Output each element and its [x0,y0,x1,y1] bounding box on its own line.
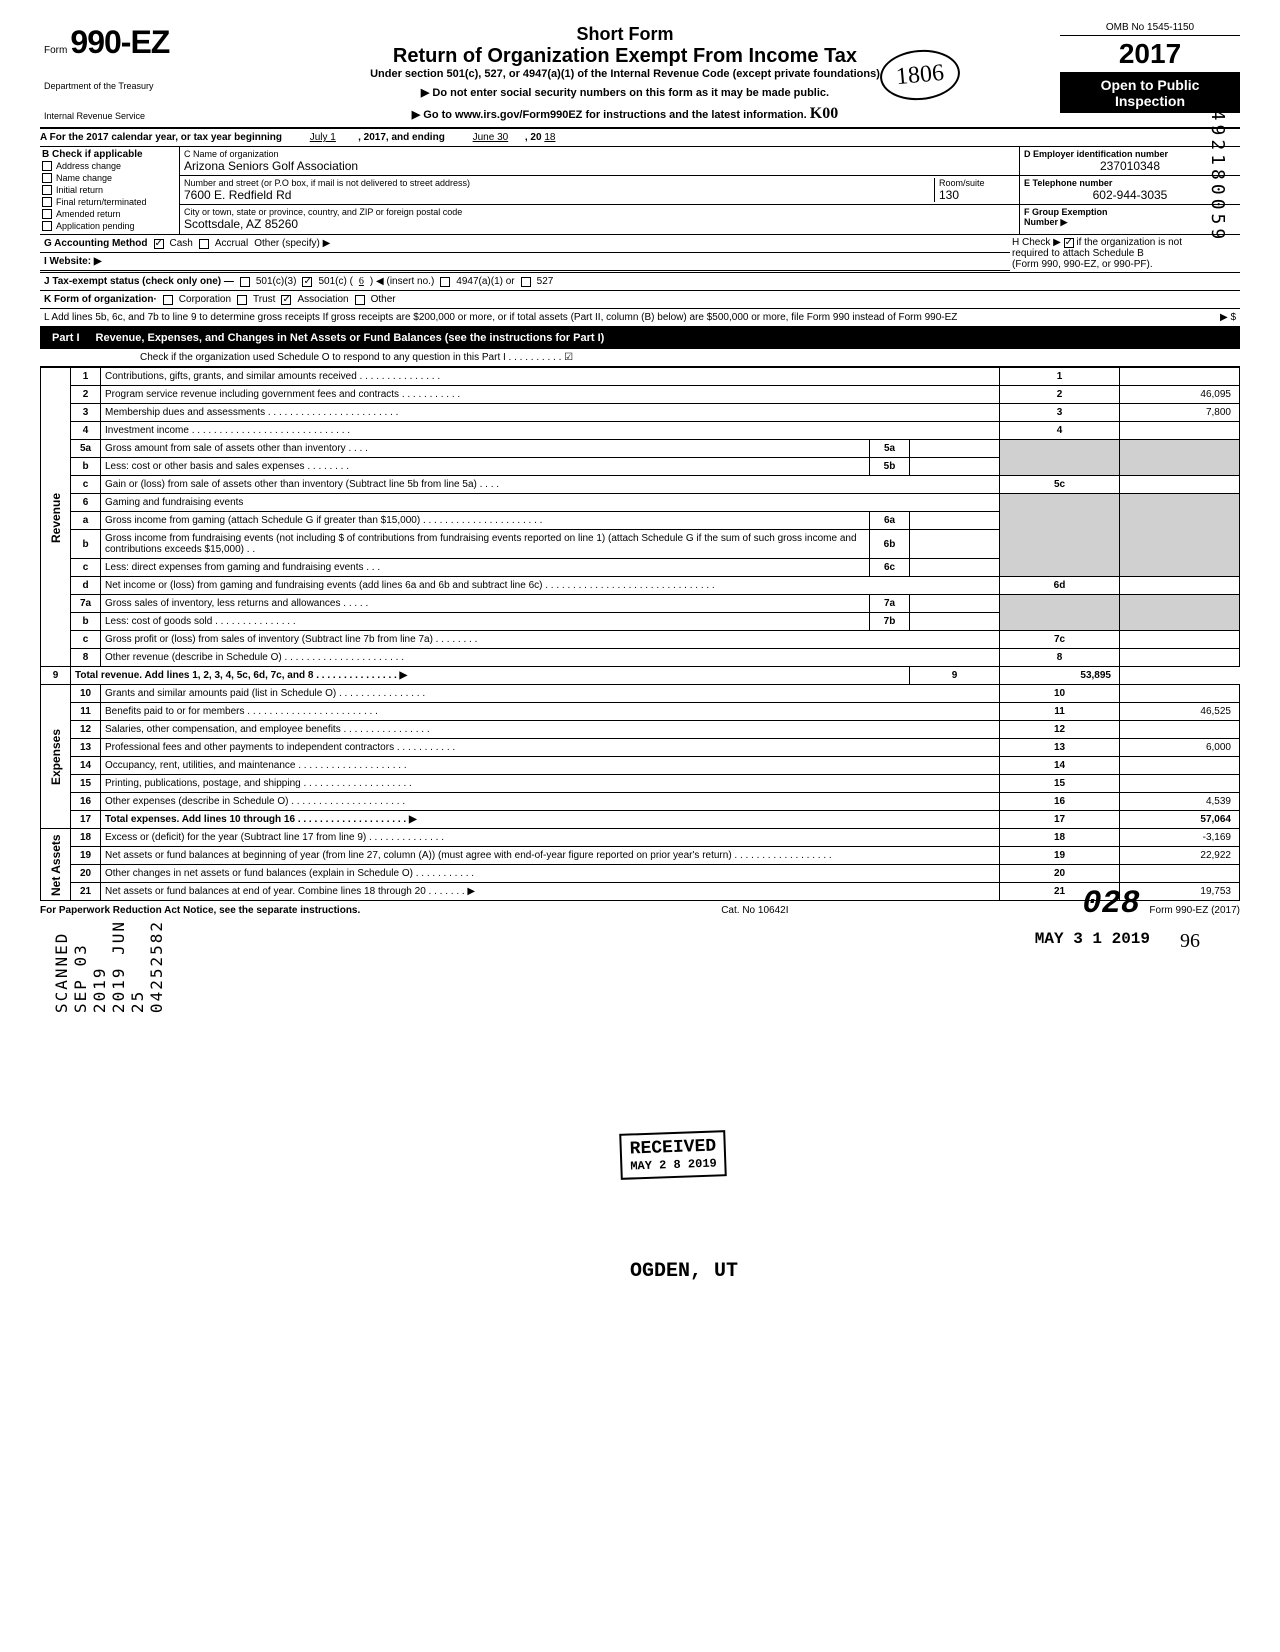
instr-url: ▶ Go to www.irs.gov/Form990EZ for instru… [198,105,1052,123]
cb-501c[interactable] [302,277,312,287]
stamp-received: RECEIVED MAY 2 8 2019 [619,1130,727,1180]
line-a-tax-year: A For the 2017 calendar year, or tax yea… [40,129,1240,147]
org-room: 130 [939,188,1015,202]
ein: 237010348 [1024,159,1236,173]
dept-treasury: Department of the Treasury [44,81,186,91]
tax-year: 20201717 [1060,36,1240,73]
stamp-may31: MAY 3 1 2019 [1035,930,1150,948]
line-g-accounting: G Accounting Method Cash Accrual Other (… [40,235,1010,253]
cb-amended[interactable] [42,209,52,219]
cb-final-return[interactable] [42,197,52,207]
cb-other-org[interactable] [355,295,365,305]
stamp-028: 028 [1082,885,1140,922]
col-b-checkboxes: B Check if applicable Address change Nam… [40,147,180,234]
cb-initial-return[interactable] [42,185,52,195]
cb-501c3[interactable] [240,277,250,287]
cb-cash[interactable] [154,239,164,249]
cb-accrual[interactable] [199,239,209,249]
form-number: 990-EZ [70,24,169,60]
line-l-gross-receipts: L Add lines 5b, 6c, and 7b to line 9 to … [40,309,1240,327]
stamp-ogden: OGDEN, UT [630,1260,738,1283]
col-c-org-info: C Name of organization Arizona Seniors G… [180,147,1020,234]
cb-name-change[interactable] [42,173,52,183]
cb-4947[interactable] [440,277,450,287]
cb-association[interactable] [281,295,291,305]
netassets-side-label: Net Assets [41,829,71,901]
margin-left-text: SCANNED SEP 03 2019 2019 JUN 25 04252582 [52,920,166,1013]
short-form-label: Short Form [198,24,1052,45]
phone: 602-944-3035 [1024,188,1236,202]
form-header: Form 990-EZ Department of the Treasury I… [40,20,1240,129]
org-street: 7600 E. Redfield Rd [184,188,930,202]
form-prefix: Form [44,45,67,56]
cb-corporation[interactable] [163,295,173,305]
cb-527[interactable] [521,277,531,287]
part1-sub: Check if the organization used Schedule … [40,349,1240,367]
line-i-website: I Website: ▶ [40,253,1010,271]
margin-right-number: 29492180059 [1207,80,1228,243]
org-name: Arizona Seniors Golf Association [184,159,1015,173]
footer: For Paperwork Reduction Act Notice, see … [40,901,1240,920]
part1-table: Revenue 1Contributions, gifts, grants, a… [40,367,1240,901]
cb-app-pending[interactable] [42,221,52,231]
cb-trust[interactable] [237,295,247,305]
omb-number: OMB No 1545-1150 [1060,20,1240,36]
dept-irs: Internal Revenue Service [44,111,186,121]
line-k-org-form: K Form of organization· Corporation Trus… [40,291,1240,309]
revenue-side-label: Revenue [41,368,71,667]
org-city: Scottsdale, AZ 85260 [184,217,1015,231]
cb-address-change[interactable] [42,161,52,171]
line-h-schedule-b: H Check ▶ if the organization is not req… [1010,235,1240,272]
line-j-tax-status: J Tax-exempt status (check only one) — 5… [40,273,1240,291]
expenses-side-label: Expenses [41,685,71,829]
section-bcde: B Check if applicable Address change Nam… [40,147,1240,235]
cb-no-schedule-b[interactable] [1064,238,1074,248]
part1-header: Part I Revenue, Expenses, and Changes in… [40,327,1240,349]
